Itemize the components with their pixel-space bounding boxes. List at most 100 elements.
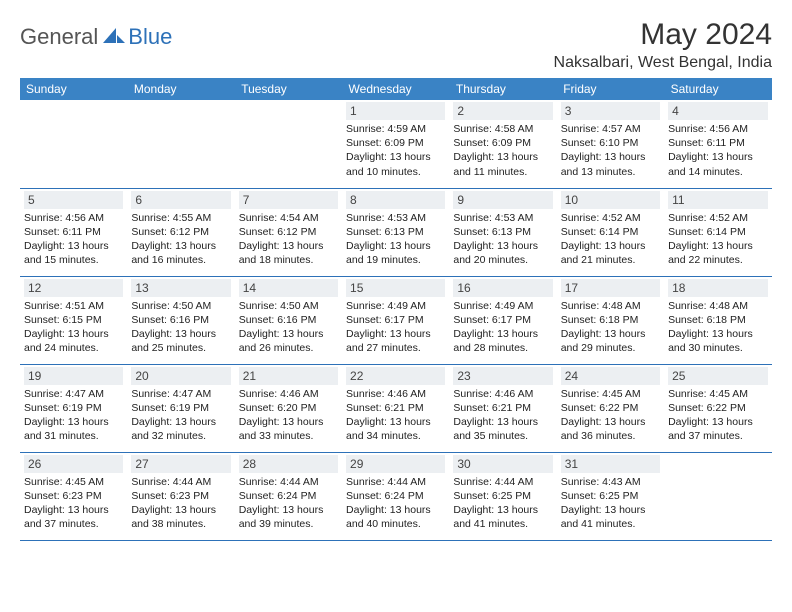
day-number: 16	[453, 279, 552, 297]
day-number: 25	[668, 367, 767, 385]
day-number: 22	[346, 367, 445, 385]
day-details: Sunrise: 4:56 AMSunset: 6:11 PMDaylight:…	[24, 211, 123, 268]
day-details: Sunrise: 4:57 AMSunset: 6:10 PMDaylight:…	[561, 122, 660, 179]
brand-sail-icon	[103, 26, 125, 49]
day-details: Sunrise: 4:56 AMSunset: 6:11 PMDaylight:…	[668, 122, 767, 179]
day-details: Sunrise: 4:54 AMSunset: 6:12 PMDaylight:…	[239, 211, 338, 268]
day-details: Sunrise: 4:48 AMSunset: 6:18 PMDaylight:…	[561, 299, 660, 356]
day-number: 8	[346, 191, 445, 209]
weekday-row: SundayMondayTuesdayWednesdayThursdayFrid…	[20, 78, 772, 100]
day-number: 28	[239, 455, 338, 473]
weekday-header: Tuesday	[235, 78, 342, 100]
location-label: Naksalbari, West Bengal, India	[554, 54, 772, 72]
calendar-cell: 25 Sunrise: 4:45 AMSunset: 6:22 PMDayligh…	[664, 364, 771, 452]
day-number: 31	[561, 455, 660, 473]
calendar-cell: 5Sunrise: 4:56 AMSunset: 6:11 PMDaylight…	[20, 188, 127, 276]
calendar-cell: 11 Sunrise: 4:52 AMSunset: 6:14 PMDayligh…	[664, 188, 771, 276]
day-details: Sunrise: 4:52 AMSunset: 6:14 PMDaylight:…	[668, 211, 767, 268]
weekday-header: Thursday	[449, 78, 556, 100]
day-number: 7	[239, 191, 338, 209]
weekday-header: Wednesday	[342, 78, 449, 100]
calendar-head: SundayMondayTuesdayWednesdayThursdayFrid…	[20, 78, 772, 100]
calendar-cell	[664, 452, 771, 540]
calendar-cell: 27Sunrise: 4:44 AMSunset: 6:23 PMDayligh…	[127, 452, 234, 540]
weekday-header: Monday	[127, 78, 234, 100]
day-details: Sunrise: 4:46 AMSunset: 6:21 PMDaylight:…	[453, 387, 552, 444]
calendar-cell: 28 Sunrise: 4:44 AMSunset: 6:24 PMDayligh…	[235, 452, 342, 540]
calendar-cell: 20Sunrise: 4:47 AMSunset: 6:19 PMDayligh…	[127, 364, 234, 452]
calendar-cell: 2 Sunrise: 4:58 AMSunset: 6:09 PMDaylight…	[449, 100, 556, 188]
calendar-cell: 18 Sunrise: 4:48 AMSunset: 6:18 PMDayligh…	[664, 276, 771, 364]
weekday-header: Sunday	[20, 78, 127, 100]
calendar-cell: 17 Sunrise: 4:48 AMSunset: 6:18 PMDayligh…	[557, 276, 664, 364]
day-number: 15	[346, 279, 445, 297]
day-number: 24	[561, 367, 660, 385]
calendar-cell	[20, 100, 127, 188]
calendar-cell: 26 Sunrise: 4:45 AMSunset: 6:23 PMDayligh…	[20, 452, 127, 540]
day-number: 2	[453, 102, 552, 120]
day-details: Sunrise: 4:53 AMSunset: 6:13 PMDaylight:…	[346, 211, 445, 268]
day-details: Sunrise: 4:46 AMSunset: 6:21 PMDaylight:…	[346, 387, 445, 444]
day-details: Sunrise: 4:51 AMSunset: 6:15 PMDaylight:…	[24, 299, 123, 356]
calendar-cell: 30 Sunrise: 4:44 AMSunset: 6:25 PMDayligh…	[449, 452, 556, 540]
day-details: Sunrise: 4:49 AMSunset: 6:17 PMDaylight:…	[346, 299, 445, 356]
calendar-cell: 10Sunrise: 4:52 AMSunset: 6:14 PMDayligh…	[557, 188, 664, 276]
calendar-cell	[235, 100, 342, 188]
day-number: 27	[131, 455, 230, 473]
day-details: Sunrise: 4:47 AMSunset: 6:19 PMDaylight:…	[131, 387, 230, 444]
day-number: 19	[24, 367, 123, 385]
day-details: Sunrise: 4:48 AMSunset: 6:18 PMDaylight:…	[668, 299, 767, 356]
day-number: 6	[131, 191, 230, 209]
calendar-row: 1Sunrise: 4:59 AMSunset: 6:09 PMDaylight…	[20, 100, 772, 188]
day-details: Sunrise: 4:43 AMSunset: 6:25 PMDaylight:…	[561, 475, 660, 532]
calendar-cell: 19 Sunrise: 4:47 AMSunset: 6:19 PMDayligh…	[20, 364, 127, 452]
day-details: Sunrise: 4:44 AMSunset: 6:24 PMDaylight:…	[346, 475, 445, 532]
brand-text-1: General	[20, 24, 98, 50]
day-details: Sunrise: 4:45 AMSunset: 6:22 PMDaylight:…	[561, 387, 660, 444]
calendar-row: 5Sunrise: 4:56 AMSunset: 6:11 PMDaylight…	[20, 188, 772, 276]
calendar-cell: 14 Sunrise: 4:50 AMSunset: 6:16 PMDayligh…	[235, 276, 342, 364]
day-number: 18	[668, 279, 767, 297]
day-details: Sunrise: 4:45 AMSunset: 6:22 PMDaylight:…	[668, 387, 767, 444]
calendar-row: 19 Sunrise: 4:47 AMSunset: 6:19 PMDayligh…	[20, 364, 772, 452]
day-number: 14	[239, 279, 338, 297]
calendar-cell: 3Sunrise: 4:57 AMSunset: 6:10 PMDaylight…	[557, 100, 664, 188]
day-number: 11	[668, 191, 767, 209]
day-details: Sunrise: 4:55 AMSunset: 6:12 PMDaylight:…	[131, 211, 230, 268]
day-details: Sunrise: 4:50 AMSunset: 6:16 PMDaylight:…	[239, 299, 338, 356]
calendar-cell: 7 Sunrise: 4:54 AMSunset: 6:12 PMDaylight…	[235, 188, 342, 276]
calendar-cell: 24 Sunrise: 4:45 AMSunset: 6:22 PMDayligh…	[557, 364, 664, 452]
calendar-cell: 21Sunrise: 4:46 AMSunset: 6:20 PMDayligh…	[235, 364, 342, 452]
calendar-cell	[127, 100, 234, 188]
day-details: Sunrise: 4:44 AMSunset: 6:25 PMDaylight:…	[453, 475, 552, 532]
day-number: 9	[453, 191, 552, 209]
day-number: 30	[453, 455, 552, 473]
calendar-body: 1Sunrise: 4:59 AMSunset: 6:09 PMDaylight…	[20, 100, 772, 540]
calendar-row: 26 Sunrise: 4:45 AMSunset: 6:23 PMDayligh…	[20, 452, 772, 540]
day-details: Sunrise: 4:58 AMSunset: 6:09 PMDaylight:…	[453, 122, 552, 179]
calendar-cell: 4Sunrise: 4:56 AMSunset: 6:11 PMDaylight…	[664, 100, 771, 188]
calendar-cell: 12 Sunrise: 4:51 AMSunset: 6:15 PMDayligh…	[20, 276, 127, 364]
day-details: Sunrise: 4:44 AMSunset: 6:24 PMDaylight:…	[239, 475, 338, 532]
calendar-cell: 16 Sunrise: 4:49 AMSunset: 6:17 PMDayligh…	[449, 276, 556, 364]
day-number: 12	[24, 279, 123, 297]
day-details: Sunrise: 4:49 AMSunset: 6:17 PMDaylight:…	[453, 299, 552, 356]
month-title: May 2024	[554, 18, 772, 52]
title-block: May 2024 Naksalbari, West Bengal, India	[554, 18, 772, 72]
day-number: 26	[24, 455, 123, 473]
day-number: 13	[131, 279, 230, 297]
day-details: Sunrise: 4:52 AMSunset: 6:14 PMDaylight:…	[561, 211, 660, 268]
day-details: Sunrise: 4:45 AMSunset: 6:23 PMDaylight:…	[24, 475, 123, 532]
day-number: 23	[453, 367, 552, 385]
day-number: 1	[346, 102, 445, 120]
calendar-cell: 23 Sunrise: 4:46 AMSunset: 6:21 PMDayligh…	[449, 364, 556, 452]
day-details: Sunrise: 4:46 AMSunset: 6:20 PMDaylight:…	[239, 387, 338, 444]
calendar-row: 12 Sunrise: 4:51 AMSunset: 6:15 PMDayligh…	[20, 276, 772, 364]
day-details: Sunrise: 4:47 AMSunset: 6:19 PMDaylight:…	[24, 387, 123, 444]
calendar-cell: 15 Sunrise: 4:49 AMSunset: 6:17 PMDayligh…	[342, 276, 449, 364]
calendar-cell: 6 Sunrise: 4:55 AMSunset: 6:12 PMDaylight…	[127, 188, 234, 276]
day-details: Sunrise: 4:53 AMSunset: 6:13 PMDaylight:…	[453, 211, 552, 268]
calendar-cell: 31 Sunrise: 4:43 AMSunset: 6:25 PMDayligh…	[557, 452, 664, 540]
day-number: 17	[561, 279, 660, 297]
calendar-cell: 22 Sunrise: 4:46 AMSunset: 6:21 PMDayligh…	[342, 364, 449, 452]
